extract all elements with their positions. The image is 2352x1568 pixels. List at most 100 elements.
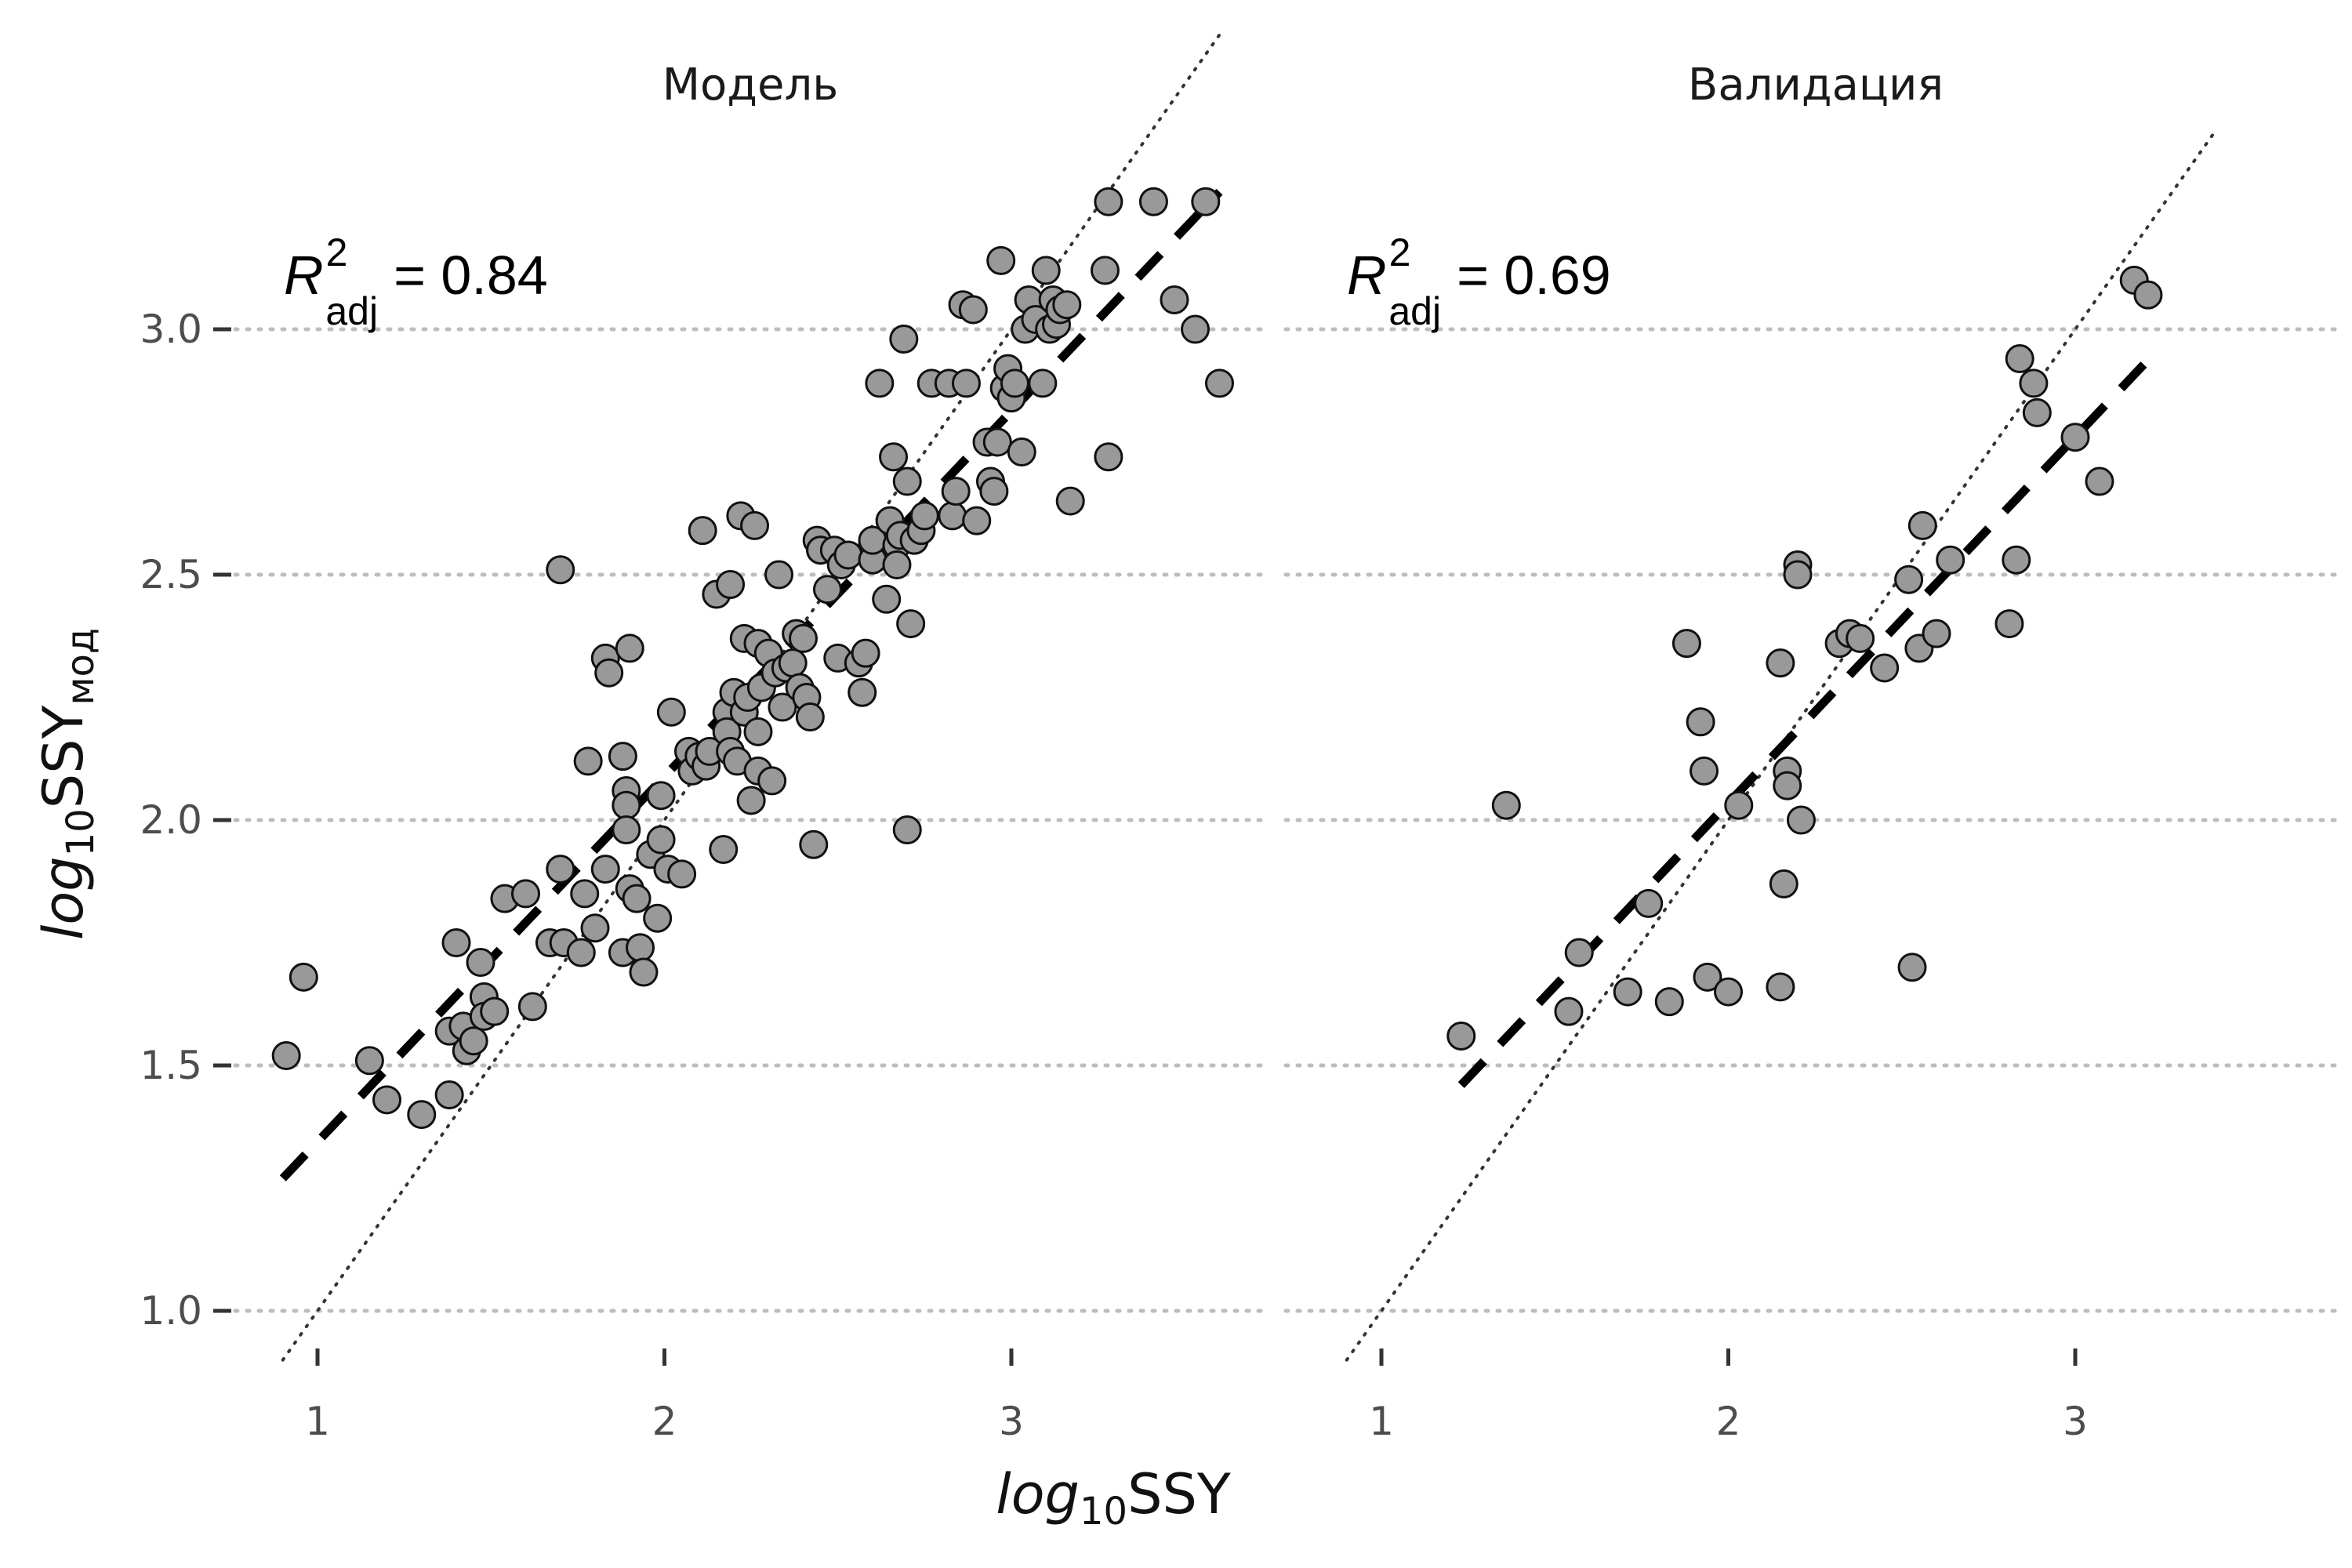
x-axis-ticks: 1 2 3 [1369, 1348, 2088, 1444]
x-tick-label: 1 [305, 1399, 330, 1444]
y-title-log: log [31, 856, 96, 940]
data-point [688, 516, 717, 546]
x-tick-label: 2 [652, 1399, 677, 1444]
y-axis-title: log10SSYмод [31, 628, 103, 940]
data-point [1491, 790, 1521, 820]
data-point [962, 506, 992, 535]
data-point [1690, 756, 1719, 786]
data-point [546, 555, 575, 585]
r-subscript: adj [1388, 289, 1441, 333]
r-symbol: R [1347, 245, 1387, 306]
data-point [580, 913, 610, 943]
data-point [646, 781, 676, 811]
data-point [1724, 790, 1754, 820]
data-point [1055, 486, 1085, 516]
identity-line [1345, 131, 2216, 1362]
data-point [1894, 564, 1924, 594]
y-tick-label: 1.5 [140, 1043, 202, 1088]
y-title-subscript: 10 [59, 808, 103, 856]
data-point [1094, 187, 1123, 216]
data-point [1634, 888, 1664, 918]
data-point [1191, 187, 1221, 216]
data-point [612, 790, 641, 820]
r-squared-label: R2 adj = 0.69 [1347, 230, 1611, 333]
data-point [271, 1040, 301, 1070]
data-point [1028, 368, 1058, 398]
data-point [1936, 545, 1965, 575]
data-point [1897, 953, 1927, 982]
data-point [736, 786, 766, 815]
data-point [372, 1085, 401, 1115]
data-point [1907, 510, 1937, 540]
r-superscript: 2 [326, 230, 348, 274]
data-point [764, 560, 794, 590]
data-point [768, 692, 797, 722]
grid-lines [221, 327, 1272, 1313]
data-point [1773, 771, 1802, 800]
panel-title: Модель [662, 60, 839, 111]
data-point [1693, 962, 1722, 992]
data-point [1564, 938, 1594, 967]
data-point [2060, 423, 2090, 452]
data-point [407, 1100, 437, 1130]
data-point [833, 540, 863, 570]
data-point [2022, 397, 2052, 427]
x-tick-label: 2 [1716, 1399, 1741, 1444]
data-point [1613, 977, 1642, 1007]
data-point [1769, 869, 1798, 898]
data-points [1446, 265, 2163, 1051]
data-point [1783, 560, 1813, 590]
data-point [626, 933, 655, 963]
r-symbol: R [284, 245, 324, 306]
x-tick-label: 3 [2063, 1399, 2088, 1444]
data-point [848, 677, 877, 707]
data-point [1181, 314, 1210, 344]
r-subscript: adj [325, 289, 378, 333]
data-point [2085, 466, 2114, 496]
data-point [612, 815, 641, 845]
data-point [1786, 805, 1816, 835]
x-tick-label: 1 [1369, 1399, 1394, 1444]
data-point [615, 633, 644, 663]
y-axis-ticks: 1.0 1.5 2.0 2.5 3.0 [140, 307, 231, 1334]
data-point [2002, 545, 2031, 575]
data-point [872, 584, 902, 614]
data-point [938, 501, 967, 531]
data-point [812, 575, 842, 604]
data-point [622, 884, 652, 913]
panel-title: Валидация [1688, 60, 1944, 111]
data-point [951, 368, 981, 398]
data-point [789, 623, 818, 653]
data-point [1554, 996, 1584, 1026]
y-title-sub-mod: мод [59, 628, 103, 706]
data-point [667, 859, 697, 889]
x-tick-label: 3 [999, 1399, 1024, 1444]
data-point [546, 855, 575, 884]
data-point [896, 609, 926, 639]
data-point [892, 815, 922, 845]
r-squared-label: R2 adj = 0.84 [284, 230, 548, 333]
data-point [2005, 344, 2034, 374]
data-point [1654, 987, 1684, 1017]
data-point [2133, 280, 2163, 310]
data-point [608, 742, 637, 771]
y-tick-label: 3.0 [140, 307, 202, 352]
data-point [1138, 187, 1168, 216]
data-point [570, 879, 600, 909]
data-point [778, 648, 808, 678]
data-point [354, 1046, 384, 1076]
data-point [716, 570, 746, 600]
r-superscript: 2 [1389, 230, 1411, 274]
data-point [889, 325, 919, 354]
y-tick-label: 2.5 [140, 552, 202, 597]
data-point [1094, 442, 1123, 472]
regression-fit-line [1457, 361, 2148, 1088]
data-point [1766, 648, 1795, 678]
r-squared-value: = 0.84 [394, 245, 548, 306]
data-point [466, 948, 495, 978]
data-point [851, 638, 880, 668]
data-point [1686, 707, 1715, 737]
data-point [511, 879, 540, 909]
